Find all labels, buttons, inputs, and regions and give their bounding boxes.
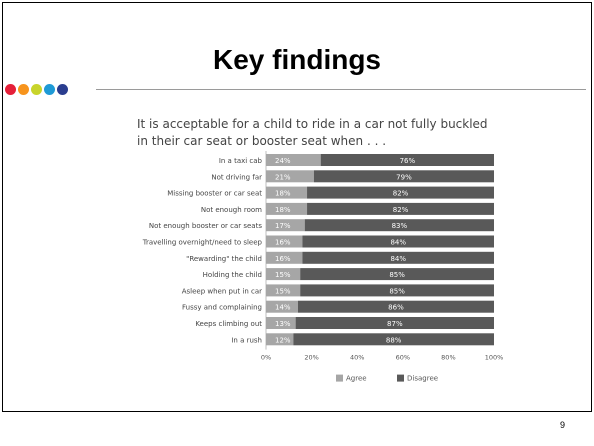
bar-agree bbox=[266, 202, 308, 215]
category-label: Fussy and complaining bbox=[182, 304, 262, 312]
legend-swatch-agree bbox=[336, 374, 343, 382]
data-label-agree: 18% bbox=[275, 190, 291, 198]
bar-disagree bbox=[297, 300, 494, 313]
category-label: Asleep when put in car bbox=[182, 287, 262, 295]
title-rule bbox=[96, 89, 586, 90]
data-label-disagree: 85% bbox=[389, 271, 405, 279]
data-label-agree: 24% bbox=[275, 157, 291, 165]
x-tick-label: 60% bbox=[396, 354, 410, 362]
chart-title: It is acceptable for a child to ride in … bbox=[137, 117, 488, 148]
category-label: Not driving far bbox=[211, 173, 262, 181]
data-label-agree: 15% bbox=[275, 271, 291, 279]
legend-label-agree: Agree bbox=[346, 375, 367, 383]
bar-agree bbox=[266, 186, 308, 199]
bar-disagree bbox=[307, 202, 494, 215]
bar-disagree bbox=[302, 235, 494, 248]
dot-5 bbox=[57, 84, 68, 95]
category-label: Not enough booster or car seats bbox=[149, 222, 262, 230]
dot-3 bbox=[31, 84, 42, 95]
slide-border bbox=[2, 2, 592, 412]
category-label: Missing booster or car seat bbox=[167, 190, 262, 198]
bar-agree bbox=[266, 219, 305, 232]
data-label-disagree: 87% bbox=[387, 320, 403, 328]
data-label-disagree: 86% bbox=[388, 304, 404, 312]
data-label-disagree: 85% bbox=[389, 287, 405, 295]
data-label-disagree: 84% bbox=[390, 239, 406, 247]
slide-title: Key findings bbox=[212, 44, 381, 75]
data-label-agree: 18% bbox=[275, 206, 291, 214]
data-label-agree: 13% bbox=[275, 320, 291, 328]
bar-disagree bbox=[313, 170, 494, 183]
bar-agree bbox=[266, 333, 294, 346]
category-label: "Rewarding" the child bbox=[186, 255, 262, 263]
category-label: Holding the child bbox=[203, 271, 262, 279]
bar-agree bbox=[266, 284, 301, 297]
x-tick-label: 40% bbox=[350, 354, 364, 362]
bar-disagree bbox=[304, 219, 494, 232]
dot-2 bbox=[18, 84, 29, 95]
bar-agree bbox=[266, 300, 298, 313]
data-label-disagree: 79% bbox=[396, 173, 412, 181]
bar-disagree bbox=[302, 251, 494, 264]
bar-disagree bbox=[300, 268, 494, 281]
bar-agree bbox=[266, 317, 296, 329]
legend-label-disagree: Disagree bbox=[407, 375, 438, 383]
data-label-disagree: 83% bbox=[392, 222, 408, 230]
bar-disagree bbox=[293, 333, 494, 346]
category-label: In a rush bbox=[231, 336, 262, 344]
data-label-agree: 16% bbox=[275, 255, 291, 263]
x-tick-label: 80% bbox=[441, 354, 455, 362]
category-label: In a taxi cab bbox=[219, 157, 263, 165]
bar-disagree bbox=[320, 154, 494, 166]
bar-disagree bbox=[300, 284, 494, 297]
category-label: Travelling overnight/need to sleep bbox=[142, 239, 263, 247]
x-tick-label: 20% bbox=[304, 354, 318, 362]
data-label-disagree: 76% bbox=[400, 157, 416, 165]
bar-agree bbox=[266, 154, 321, 166]
bar-agree bbox=[266, 170, 314, 183]
data-label-disagree: 88% bbox=[386, 336, 402, 344]
bar-agree bbox=[266, 251, 303, 264]
data-label-agree: 12% bbox=[275, 336, 291, 344]
bar-disagree bbox=[307, 186, 494, 199]
bar-agree bbox=[266, 235, 303, 248]
category-label: Not enough room bbox=[201, 206, 262, 214]
legend-swatch-disagree bbox=[397, 374, 404, 382]
data-label-agree: 17% bbox=[275, 222, 291, 230]
data-label-agree: 16% bbox=[275, 239, 291, 247]
x-tick-label: 0% bbox=[261, 354, 271, 362]
category-label: Keeps climbing out bbox=[195, 320, 262, 328]
data-label-disagree: 82% bbox=[393, 190, 409, 198]
data-label-agree: 14% bbox=[275, 304, 291, 312]
data-label-disagree: 84% bbox=[390, 255, 406, 263]
bar-agree bbox=[266, 268, 301, 281]
dot-1 bbox=[5, 84, 16, 95]
x-tick-label: 100% bbox=[485, 354, 504, 362]
data-label-disagree: 82% bbox=[393, 206, 409, 214]
dot-4 bbox=[44, 84, 55, 95]
data-label-agree: 21% bbox=[275, 173, 291, 181]
bar-disagree bbox=[295, 317, 494, 329]
page-number: 9 bbox=[560, 420, 566, 430]
data-label-agree: 15% bbox=[275, 287, 291, 295]
